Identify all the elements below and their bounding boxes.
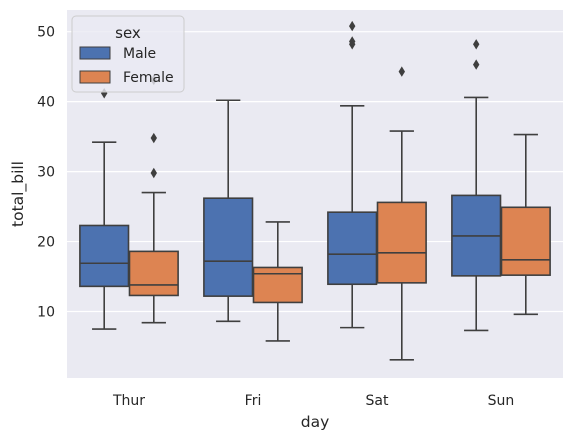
outlier-point	[150, 167, 157, 179]
box-female-thur	[128, 74, 179, 324]
legend: sex Male Female	[71, 15, 185, 93]
outlier-point	[150, 132, 157, 144]
y-tick-label: 20	[37, 235, 55, 251]
y-tick-label: 30	[37, 165, 55, 181]
box-male-sat	[327, 20, 378, 329]
box-female-sat	[376, 66, 427, 361]
x-tick-label: Sat	[366, 393, 389, 409]
box-male-thur	[79, 88, 130, 330]
boxes-layer	[79, 20, 551, 361]
box-iqr	[327, 211, 378, 286]
legend-title: sex	[115, 24, 141, 42]
box-iqr	[203, 197, 254, 297]
box-iqr	[376, 201, 427, 284]
legend-label-male: Male	[123, 46, 156, 62]
outlier-point	[473, 59, 480, 70]
box-female-sun	[500, 133, 551, 316]
box-iqr	[500, 206, 551, 276]
legend-label-female: Female	[123, 70, 174, 86]
box-female-fri	[252, 221, 303, 342]
y-tick-label: 10	[37, 305, 55, 321]
x-tick-label: Thur	[112, 393, 145, 409]
box-male-fri	[203, 99, 254, 323]
y-tick-label: 40	[37, 95, 55, 111]
x-axis-label: day	[301, 413, 330, 431]
box-iqr	[79, 224, 130, 288]
box-iqr	[252, 266, 303, 304]
x-tick-label: Sun	[488, 393, 515, 409]
outlier-point	[398, 66, 405, 77]
box-iqr	[128, 250, 179, 297]
x-tick-label: Fri	[245, 393, 262, 409]
box-male-sun	[451, 39, 502, 332]
outlier-point	[473, 39, 480, 50]
legend-swatch-male	[79, 46, 111, 60]
outlier-point	[349, 36, 356, 47]
outlier-point	[349, 20, 356, 32]
y-axis-label: total_bill	[9, 161, 28, 227]
legend-swatch-female	[79, 70, 111, 84]
x-tick-labels: Thur Fri Sat Sun	[112, 393, 514, 409]
y-tick-labels: 10 20 30 40 50	[37, 25, 55, 321]
y-tick-label: 50	[37, 25, 55, 41]
